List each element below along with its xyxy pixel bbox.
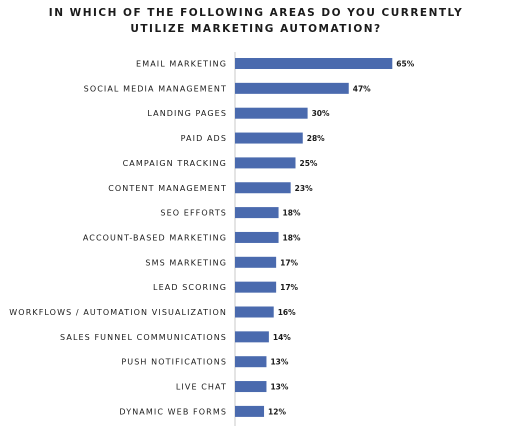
- chart-title-line-1: IN WHICH OF THE FOLLOWING AREAS DO YOU C…: [48, 7, 464, 19]
- bar-9: [235, 281, 277, 293]
- bar-4: [235, 157, 296, 169]
- bar-13: [235, 381, 267, 393]
- value-label-5: 23%: [295, 184, 313, 193]
- value-label-1: 47%: [353, 84, 371, 93]
- value-label-8: 17%: [280, 258, 298, 267]
- bar-1: [235, 82, 349, 94]
- bar-0: [235, 58, 393, 69]
- value-label-12: 13%: [270, 358, 288, 367]
- category-label-9: LEAD SCORING: [153, 283, 227, 292]
- value-label-10: 16%: [278, 308, 296, 317]
- value-label-7: 18%: [283, 233, 301, 242]
- category-label-0: EMAIL MARKETING: [136, 60, 227, 69]
- bar-14: [235, 405, 265, 417]
- category-label-7: ACCOUNT-BASED MARKETING: [83, 233, 227, 242]
- value-label-9: 17%: [280, 283, 298, 292]
- bars-layer: [235, 58, 393, 417]
- bar-8: [235, 256, 277, 268]
- value-label-3: 28%: [307, 134, 325, 143]
- value-label-6: 18%: [283, 209, 301, 218]
- category-label-2: LANDING PAGES: [147, 109, 227, 118]
- category-label-3: PAID ADS: [181, 134, 227, 143]
- value-label-0: 65%: [396, 60, 414, 69]
- value-label-2: 30%: [312, 109, 330, 118]
- bar-7: [235, 231, 279, 243]
- value-label-4: 25%: [300, 159, 318, 168]
- category-label-1: SOCIAL MEDIA MANAGEMENT: [84, 84, 227, 93]
- category-label-4: CAMPAIGN TRACKING: [123, 159, 227, 168]
- bar-12: [235, 356, 267, 368]
- category-label-14: DYNAMIC WEB FORMS: [119, 407, 227, 416]
- value-label-11: 14%: [273, 333, 291, 342]
- bar-5: [235, 182, 291, 194]
- chart-title-line-2: UTILIZE MARKETING AUTOMATION?: [130, 23, 382, 35]
- category-label-8: SMS MARKETING: [145, 258, 227, 267]
- labels-layer: EMAIL MARKETING 65% SOCIAL MEDIA MANAGEMEN…: [9, 60, 414, 417]
- category-label-5: CONTENT MANAGEMENT: [108, 184, 227, 193]
- category-label-12: PUSH NOTIFICATIONS: [121, 358, 227, 367]
- bar-11: [235, 331, 269, 343]
- category-label-10: WORKFLOWS / AUTOMATION VISUALIZATION: [9, 308, 227, 317]
- value-label-14: 12%: [268, 407, 286, 416]
- bar-6: [235, 207, 279, 219]
- category-label-6: SEO EFFORTS: [160, 209, 227, 218]
- bar-3: [235, 132, 303, 144]
- bar-2: [235, 107, 308, 119]
- bar-10: [235, 306, 274, 318]
- value-label-13: 13%: [270, 383, 288, 392]
- chart-title: IN WHICH OF THE FOLLOWING AREAS DO YOU C…: [0, 5, 512, 37]
- category-label-13: LIVE CHAT: [176, 383, 227, 392]
- category-label-11: SALES FUNNEL COMMUNICATIONS: [60, 333, 227, 342]
